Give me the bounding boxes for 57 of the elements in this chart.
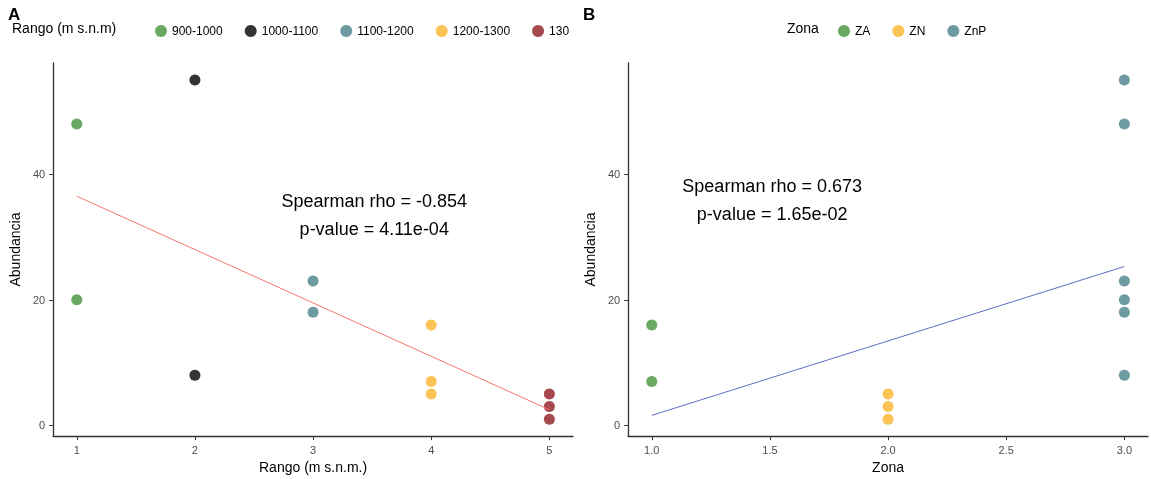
y-axis-title: Abundancia (582, 212, 598, 287)
point (543, 401, 555, 413)
chart-title: B (583, 5, 596, 24)
legend-label: 1000-1100 (261, 24, 319, 38)
point (1118, 294, 1130, 306)
x-tick-label: 3 (310, 443, 317, 456)
annotation: p-value = 4.11e-04 (299, 218, 449, 239)
legend-label: 900-1000 (172, 24, 224, 38)
point (425, 375, 437, 387)
point (1118, 369, 1130, 381)
y-tick-label: 40 (32, 168, 46, 181)
y-tick-label: 0 (614, 419, 621, 432)
y-tick-label: 20 (607, 293, 621, 306)
point (189, 74, 201, 86)
point (425, 319, 437, 331)
point (543, 388, 555, 400)
legend-label: ZnP (964, 24, 987, 38)
point (1118, 118, 1130, 130)
point (425, 388, 437, 400)
x-tick-label: 2.5 (998, 443, 1014, 456)
point (882, 401, 894, 413)
x-tick-label: 5 (546, 443, 553, 456)
point (71, 118, 83, 130)
y-tick-label: 0 (39, 419, 46, 432)
legend-label: ZN (909, 24, 926, 38)
x-tick-label: 4 (428, 443, 435, 456)
point (1118, 275, 1130, 287)
legend-label: 130 (549, 24, 570, 38)
point (543, 413, 555, 425)
y-axis-title: Abundancia (7, 212, 23, 287)
x-tick-label: 1.0 (644, 443, 660, 456)
y-tick-label: 20 (32, 293, 46, 306)
point (71, 294, 83, 306)
legend-label: 1200-1300 (452, 24, 511, 38)
point (1118, 306, 1130, 318)
legend-label: ZA (855, 24, 871, 38)
legend-label: 1100-1200 (357, 24, 415, 38)
annotation: Spearman rho = -0.854 (281, 190, 468, 211)
point (882, 413, 894, 425)
annotation: p-value = 1.65e-02 (696, 203, 848, 224)
point (646, 375, 658, 387)
x-axis-title: Zona (872, 459, 905, 475)
x-tick-label: 2 (191, 443, 198, 456)
legend-title: Zona (787, 20, 820, 36)
point (307, 275, 319, 287)
annotation: Spearman rho = 0.673 (682, 175, 862, 196)
point (646, 319, 658, 331)
y-tick-label: 40 (607, 168, 621, 181)
x-tick-label: 1 (73, 443, 80, 456)
x-axis-title: Rango (m s.n.m.) (259, 459, 368, 475)
point (1118, 74, 1130, 86)
point (882, 388, 894, 400)
x-tick-label: 3.0 (1116, 443, 1133, 456)
point (307, 306, 319, 318)
point (189, 369, 201, 381)
x-tick-label: 2.0 (880, 443, 896, 456)
x-tick-label: 1.5 (762, 443, 778, 456)
